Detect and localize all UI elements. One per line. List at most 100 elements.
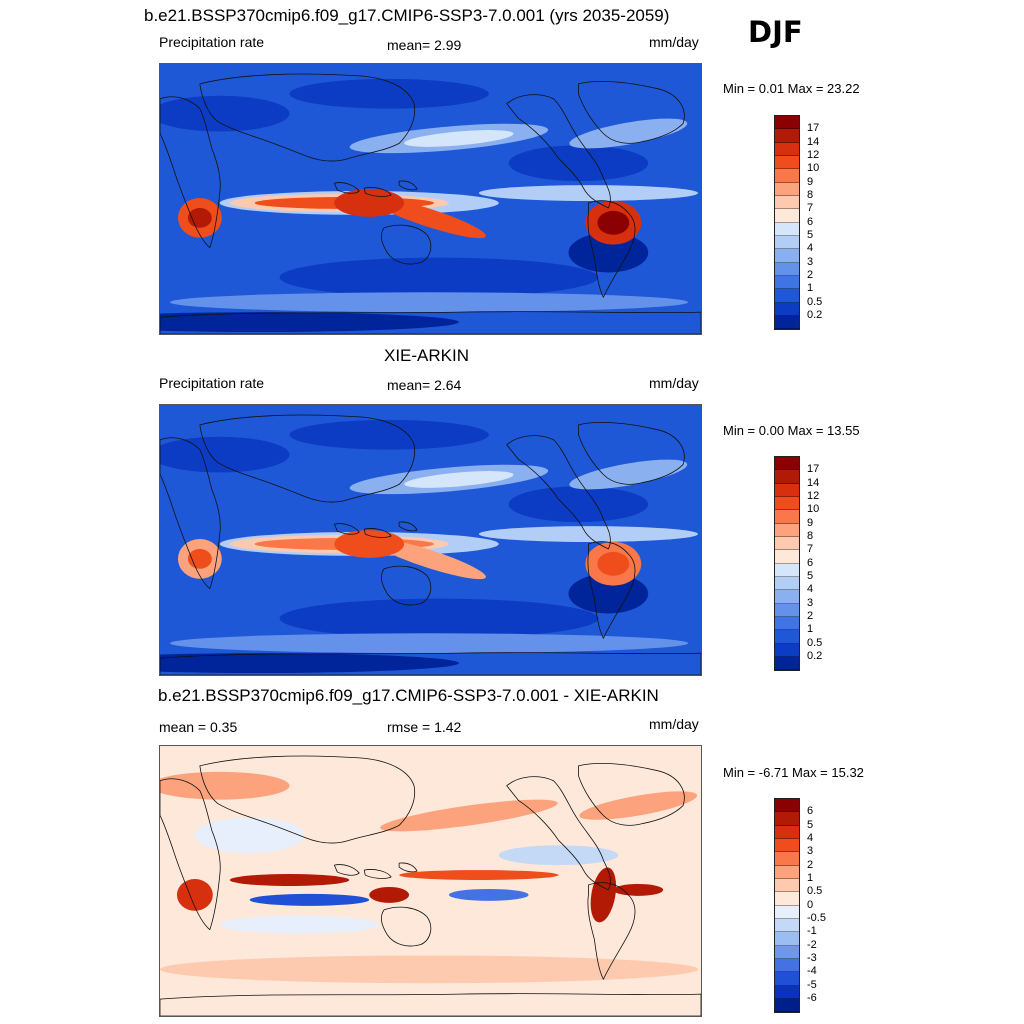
colorbar-label: 2 (807, 268, 814, 281)
storm-track-core (404, 471, 514, 488)
colorbar-label: -5 (807, 978, 817, 991)
coastline (333, 182, 360, 194)
colorbar-label: 14 (807, 476, 820, 489)
colorbar-swatch (775, 892, 799, 906)
colorbar-swatch (775, 470, 799, 484)
map-field (160, 405, 701, 675)
negative-indian (219, 915, 380, 934)
season-label: DJF (748, 15, 803, 49)
dry-zone-pacific (508, 486, 649, 523)
coastline (398, 180, 418, 191)
storm-track-south (169, 633, 689, 654)
negative-pacific-core (448, 888, 529, 901)
colorbar-swatch (775, 998, 799, 1013)
colorbar-swatch (775, 155, 799, 170)
colorbar-label: 0.5 (807, 295, 823, 308)
colorbar-swatch (775, 563, 799, 577)
colorbar-swatch (775, 576, 799, 591)
colorbar-swatch (775, 222, 799, 236)
colorbar-label: 3 (807, 596, 814, 609)
coastline (587, 882, 636, 980)
colorbar-label: 17 (807, 463, 820, 476)
colorbar-swatch (775, 249, 799, 263)
dry-zone-asia (289, 78, 489, 109)
coastline (380, 224, 432, 265)
colorbar-label: 12 (807, 489, 820, 502)
storm-track-south (169, 292, 689, 313)
positive-itcz-east (399, 870, 559, 881)
colorbar-swatch (775, 852, 799, 866)
colorbar-label: 1 (807, 282, 814, 295)
coastline (160, 96, 221, 249)
positive-itcz (229, 874, 350, 886)
colorbar-swatch (775, 878, 799, 893)
colorbar-swatch (775, 457, 799, 471)
coastline (160, 311, 701, 334)
positive-npacific (380, 799, 558, 832)
coastline (363, 528, 392, 538)
colorbar-swatch (775, 142, 799, 156)
coastlines (160, 755, 701, 1016)
negative-pacific (498, 845, 619, 866)
colorbar-swatch (775, 865, 799, 879)
panel-3-title: b.e21.BSSP370cmip6.f09_g17.CMIP6-SSP3-7.… (158, 686, 659, 705)
colorbar-swatch (775, 523, 799, 537)
dry-zone-north (160, 95, 290, 132)
colorbar-label: 0.2 (807, 308, 823, 321)
coastline (380, 906, 432, 947)
colorbar-label: 4 (807, 831, 814, 844)
dry-zone-se-pacific (568, 573, 649, 614)
colorbar-swatch (775, 972, 799, 986)
dry-zone-se-pacific (568, 232, 649, 273)
colorbar-label: 4 (807, 242, 814, 255)
colorbar-swatch (775, 643, 799, 657)
colorbar-label: -4 (807, 965, 817, 978)
colorbar-label: 9 (807, 516, 814, 529)
amazon-core (597, 210, 630, 235)
coastline (578, 81, 685, 144)
coastline (199, 73, 416, 162)
colorbar-label: 5 (807, 569, 814, 582)
panel-1-units-label: mm/day (649, 34, 699, 50)
panel-2-title: XIE-ARKIN (384, 346, 470, 365)
coastline (333, 864, 360, 876)
colorbar-label: 9 (807, 175, 814, 188)
positive-north (160, 771, 290, 800)
colorbar-label: -0.5 (807, 911, 826, 924)
colorbar-swatch (775, 985, 799, 999)
colorbar-swatches (774, 456, 800, 672)
panel-2-minmax: Min = 0.00 Max = 13.55 (723, 423, 860, 438)
colorbar-swatch (775, 590, 799, 604)
colorbar-swatch (775, 262, 799, 276)
dry-zone-asia (289, 419, 489, 450)
coastline (398, 862, 418, 873)
coastline (578, 763, 685, 826)
panel-2-mean-label: mean= 2.64 (387, 377, 462, 393)
positive-africa (176, 879, 213, 911)
colorbar-label: 0.5 (807, 636, 823, 649)
polar-dry (160, 653, 459, 674)
colorbar-swatch (775, 169, 799, 183)
itcz-east (478, 185, 699, 201)
colorbar-label: 0.5 (807, 885, 823, 898)
map-field (160, 64, 701, 334)
amazon-core (597, 551, 630, 576)
colorbar-label: 6 (807, 805, 814, 818)
colorbar-label: 12 (807, 148, 820, 161)
panel-3-rmse-label: rmse = 1.42 (387, 719, 462, 735)
panel-1-map (159, 63, 702, 335)
colorbar-swatches (774, 798, 800, 1014)
colorbar-label: -3 (807, 951, 817, 964)
colorbar-swatch (775, 603, 799, 617)
map-field (160, 746, 701, 1016)
colorbar-swatch (775, 289, 799, 303)
colorbar-label: 4 (807, 583, 814, 596)
colorbar-label: 17 (807, 122, 820, 135)
colorbar-swatch (775, 799, 799, 813)
storm-track-natlantic (569, 118, 688, 149)
panel-3-mean-label: mean = 0.35 (159, 719, 238, 735)
colorbar-swatch (775, 195, 799, 210)
dry-zone-south (279, 257, 599, 298)
panel-3-map (159, 745, 702, 1017)
colorbar-swatch (775, 235, 799, 250)
